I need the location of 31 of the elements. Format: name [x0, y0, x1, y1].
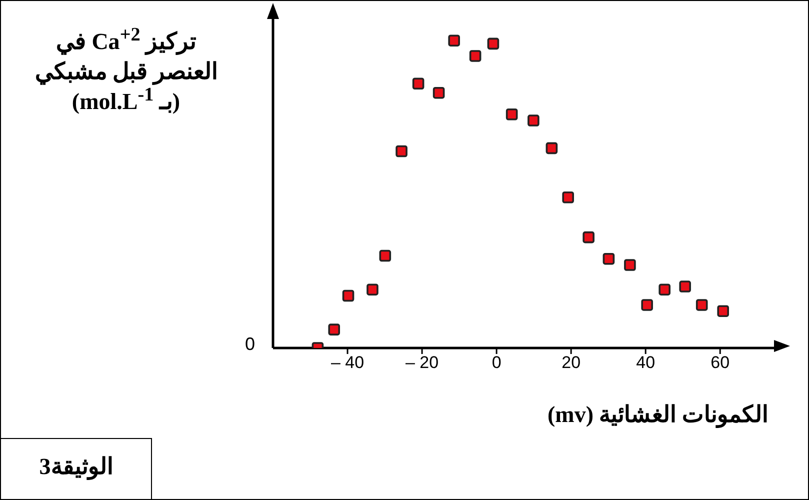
x-tick-label: – 20: [405, 353, 439, 372]
x-tick-label: 40: [636, 353, 656, 372]
point: [717, 305, 729, 318]
point: [469, 50, 482, 62]
x-axis-title: الكمونات الغشائية (mv): [547, 401, 768, 428]
point: [396, 145, 408, 158]
point: [624, 259, 636, 271]
point: [696, 299, 708, 311]
point: [641, 299, 653, 311]
point: [366, 284, 378, 296]
point: [487, 38, 500, 50]
point: [342, 290, 354, 302]
point: [679, 280, 691, 292]
point: [448, 34, 460, 46]
x-tick-label: 60: [710, 353, 730, 372]
point: [412, 78, 424, 90]
x-tick-label: – 40: [330, 353, 364, 372]
point: [506, 108, 518, 120]
point: [658, 284, 670, 296]
point: [528, 114, 540, 126]
point: [432, 86, 445, 99]
point: [328, 324, 340, 336]
point: [582, 231, 594, 244]
text: 0: [245, 334, 256, 355]
point: [379, 250, 392, 262]
x-tick-label: 0: [492, 353, 502, 372]
point: [602, 252, 615, 265]
text: الوثيقة3: [38, 453, 114, 480]
x-tick-label: 20: [562, 353, 581, 372]
point: [546, 142, 558, 154]
point: [562, 191, 574, 204]
